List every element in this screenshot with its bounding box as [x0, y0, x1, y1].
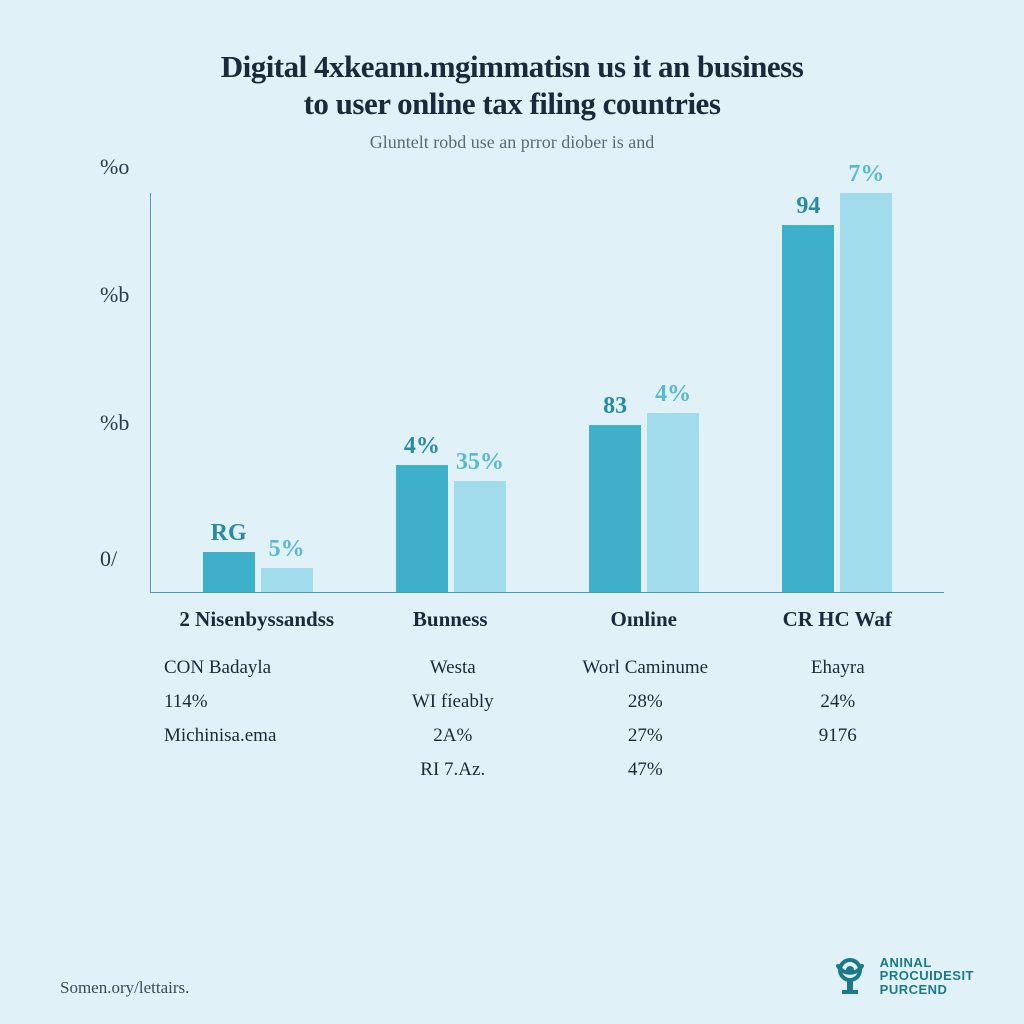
table-row: RI 7.Az.47%: [150, 753, 944, 787]
table-cell: 24%: [742, 691, 935, 713]
source-footer: Somen.ory/lettairs.: [60, 978, 189, 998]
bar: 83: [589, 425, 641, 593]
table-row: CON BadaylaWestaWorl CaminumeEhayra: [150, 651, 944, 685]
table-cell: 9176: [742, 725, 935, 747]
y-axis-tick: %b: [100, 282, 129, 308]
bar-value-label: RG: [203, 520, 255, 547]
y-axis-tick: 0/: [100, 546, 117, 572]
table-cell: 28%: [549, 691, 742, 713]
logo-line-3: PURCEND: [880, 983, 974, 997]
bar-value-label: 7%: [840, 161, 892, 188]
y-axis-tick: %o: [100, 154, 129, 180]
table-cell: RI 7.Az.: [357, 759, 550, 781]
bar-group: RG5%: [203, 193, 313, 592]
plot-area: RG5%4%35%834%947%: [150, 193, 944, 593]
logo-text: ANINAL PROCUIDESIT PURCEND: [880, 956, 974, 997]
bar: 4%: [647, 413, 699, 593]
logo-line-1: ANINAL: [880, 956, 974, 970]
bar-groups: RG5%4%35%834%947%: [151, 193, 944, 592]
bar-value-label: 5%: [261, 536, 313, 563]
category-label: 2 Nisenbyssandss: [160, 593, 354, 633]
chart-subtitle: Gluntelt robd use an prror diober is and: [60, 132, 964, 153]
category-labels: 2 NisenbyssandssBunnessOınlineCR HC Waf: [150, 593, 944, 633]
bar: 7%: [840, 193, 892, 592]
bar-value-label: 94: [782, 193, 834, 220]
logo-line-2: PROCUIDESIT: [880, 969, 974, 983]
brand-logo: ANINAL PROCUIDESIT PURCEND: [830, 954, 974, 998]
bar-group: 834%: [589, 193, 699, 592]
y-axis-tick: %b: [100, 410, 129, 436]
title-line-1: Digital 4xkeann.mgimmatisn us it an busi…: [221, 49, 804, 84]
category-label: Oınline: [547, 593, 741, 633]
bar: RG: [203, 552, 255, 592]
table-cell: [160, 759, 357, 781]
bar-group: 4%35%: [396, 193, 506, 592]
y-axis: %o%b%b0/: [100, 193, 140, 593]
title-line-2: to user online tax filing countries: [304, 86, 721, 121]
table-row: 114%WI fíeably28%24%: [150, 685, 944, 719]
chart-title: Digital 4xkeann.mgimmatisn us it an busi…: [102, 48, 922, 122]
category-label: CR HC Waf: [741, 593, 935, 633]
table-cell: Ehayra: [742, 657, 935, 679]
bar: 35%: [454, 481, 506, 593]
data-table: CON BadaylaWestaWorl CaminumeEhayra114%W…: [150, 651, 944, 787]
table-cell: 47%: [549, 759, 742, 781]
table-cell: [742, 759, 935, 781]
category-label: Bunness: [354, 593, 548, 633]
bar-value-label: 83: [589, 393, 641, 420]
table-cell: 114%: [160, 691, 357, 713]
bar-value-label: 4%: [647, 381, 699, 408]
table-cell: 2A%: [357, 725, 550, 747]
table-cell: Michinisa.ema: [160, 725, 357, 747]
bar: 4%: [396, 465, 448, 593]
bar-value-label: 35%: [454, 449, 506, 476]
table-row: Michinisa.ema2A%27%9176: [150, 719, 944, 753]
table-cell: CON Badayla: [160, 657, 357, 679]
bar-value-label: 4%: [396, 433, 448, 460]
table-cell: 27%: [549, 725, 742, 747]
infographic-page: Digital 4xkeann.mgimmatisn us it an busi…: [0, 0, 1024, 1024]
table-cell: Worl Caminume: [549, 657, 742, 679]
globe-icon: [830, 954, 870, 998]
bar: 5%: [261, 568, 313, 592]
bar-group: 947%: [782, 193, 892, 592]
table-cell: WI fíeably: [357, 691, 550, 713]
table-cell: Westa: [357, 657, 550, 679]
bar: 94: [782, 225, 834, 592]
bar-chart: %o%b%b0/ RG5%4%35%834%947% 2 Nisenbyssan…: [100, 193, 944, 633]
